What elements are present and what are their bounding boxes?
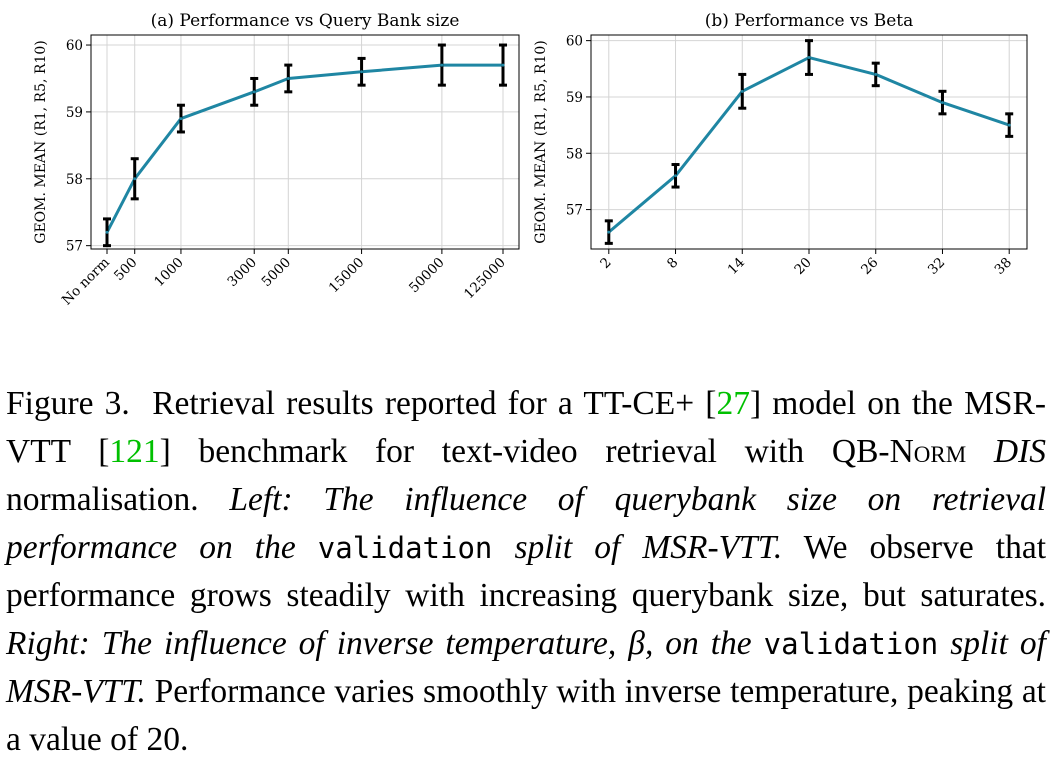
caption-text-1: Retrieval results reported for a TT-CE+ … bbox=[152, 385, 717, 422]
x-tick-label: 2 bbox=[597, 255, 614, 272]
y-tick-label: 58 bbox=[566, 146, 583, 162]
data-point bbox=[501, 63, 505, 67]
data-point bbox=[607, 230, 611, 234]
x-tick-label: 50000 bbox=[406, 255, 448, 297]
x-tick-label: 20 bbox=[791, 255, 814, 278]
x-tick-label: 3000 bbox=[224, 255, 260, 291]
x-tick-label: 32 bbox=[925, 255, 948, 278]
caption-text-3: ] benchmark for text-video retrieval wit… bbox=[159, 433, 832, 470]
caption-right-b: , on the bbox=[644, 625, 764, 662]
y-tick-label: 57 bbox=[566, 203, 583, 219]
caption-left-description: Left: The influence of querybank size on… bbox=[6, 481, 1046, 566]
chart-title: (a) Performance vs Query Bank size bbox=[151, 11, 460, 31]
data-point bbox=[286, 76, 290, 80]
caption-text-4: normalisation. bbox=[6, 481, 230, 518]
caption-dis: DIS bbox=[993, 433, 1047, 470]
y-tick-label: 60 bbox=[566, 34, 583, 50]
data-point bbox=[940, 101, 944, 105]
caption-method-name: QB-Norm bbox=[831, 433, 967, 470]
series-line bbox=[105, 63, 503, 233]
caption-text-5: We observe that performance grows steadi… bbox=[6, 529, 1046, 614]
y-tick-label: 59 bbox=[566, 90, 583, 106]
figure-caption: Figure 3. Retrieval results reported for… bbox=[6, 380, 1046, 764]
y-axis-label: GEOM. MEAN (R1, R5, R10) bbox=[533, 40, 549, 243]
caption-left-a: Left: The influence of querybank size on… bbox=[6, 481, 1046, 566]
plot-frame bbox=[90, 34, 520, 250]
data-point bbox=[874, 72, 878, 76]
data-point bbox=[360, 70, 364, 74]
citation-link-121[interactable]: 121 bbox=[109, 433, 160, 470]
caption-split-1: validation bbox=[317, 531, 493, 565]
x-tick-label: 38 bbox=[992, 255, 1015, 278]
data-point bbox=[807, 56, 811, 60]
x-tick-label: 500 bbox=[111, 255, 141, 285]
x-tick-label: No norm bbox=[59, 254, 113, 308]
caption-left-b: split of MSR-VTT. bbox=[492, 529, 783, 566]
data-point bbox=[740, 89, 744, 93]
y-tick-label: 60 bbox=[66, 38, 83, 54]
caption-right-a: Right: The influence of inverse temperat… bbox=[6, 625, 629, 662]
caption-fig-label: Figure 3. bbox=[6, 385, 130, 422]
y-axis-label: GEOM. MEAN (R1, R5, R10) bbox=[33, 40, 49, 243]
data-point bbox=[179, 117, 183, 121]
caption-text-2: ] model on the MSR-VTT [ bbox=[6, 385, 1046, 470]
x-tick-label: 8 bbox=[664, 255, 681, 272]
y-tick-label: 57 bbox=[66, 239, 83, 255]
chart-title: (b) Performance vs Beta bbox=[705, 11, 914, 31]
citation-link-27[interactable]: 27 bbox=[716, 385, 750, 422]
data-point bbox=[440, 63, 444, 67]
caption-text-6: Performance varies smoothly with inverse… bbox=[6, 673, 1046, 758]
data-point bbox=[252, 90, 256, 94]
x-tick-label: 5000 bbox=[259, 255, 295, 291]
data-point bbox=[674, 174, 678, 178]
caption-split-2: validation bbox=[763, 627, 939, 661]
data-point bbox=[133, 177, 137, 181]
x-tick-label: 14 bbox=[725, 255, 748, 278]
data-point bbox=[105, 230, 109, 234]
y-tick-label: 58 bbox=[66, 172, 83, 188]
x-tick-label: 15000 bbox=[326, 255, 368, 297]
y-tick-label: 59 bbox=[66, 105, 83, 121]
caption-space bbox=[966, 433, 994, 470]
x-tick-label: 1000 bbox=[151, 255, 187, 291]
caption-right-c: split of MSR-VTT. bbox=[6, 625, 1046, 710]
chart-panel-b: 57 58 59 60 2 8 14 20 26 32 38 (b) Performance vs B… bbox=[533, 11, 1028, 278]
caption-right-description: Right: The influence of inverse temperat… bbox=[6, 625, 1046, 710]
x-tick-label: 26 bbox=[858, 255, 881, 278]
data-point bbox=[1007, 123, 1011, 127]
caption-beta: β bbox=[628, 625, 645, 662]
x-tick-label: 125000 bbox=[461, 255, 509, 303]
